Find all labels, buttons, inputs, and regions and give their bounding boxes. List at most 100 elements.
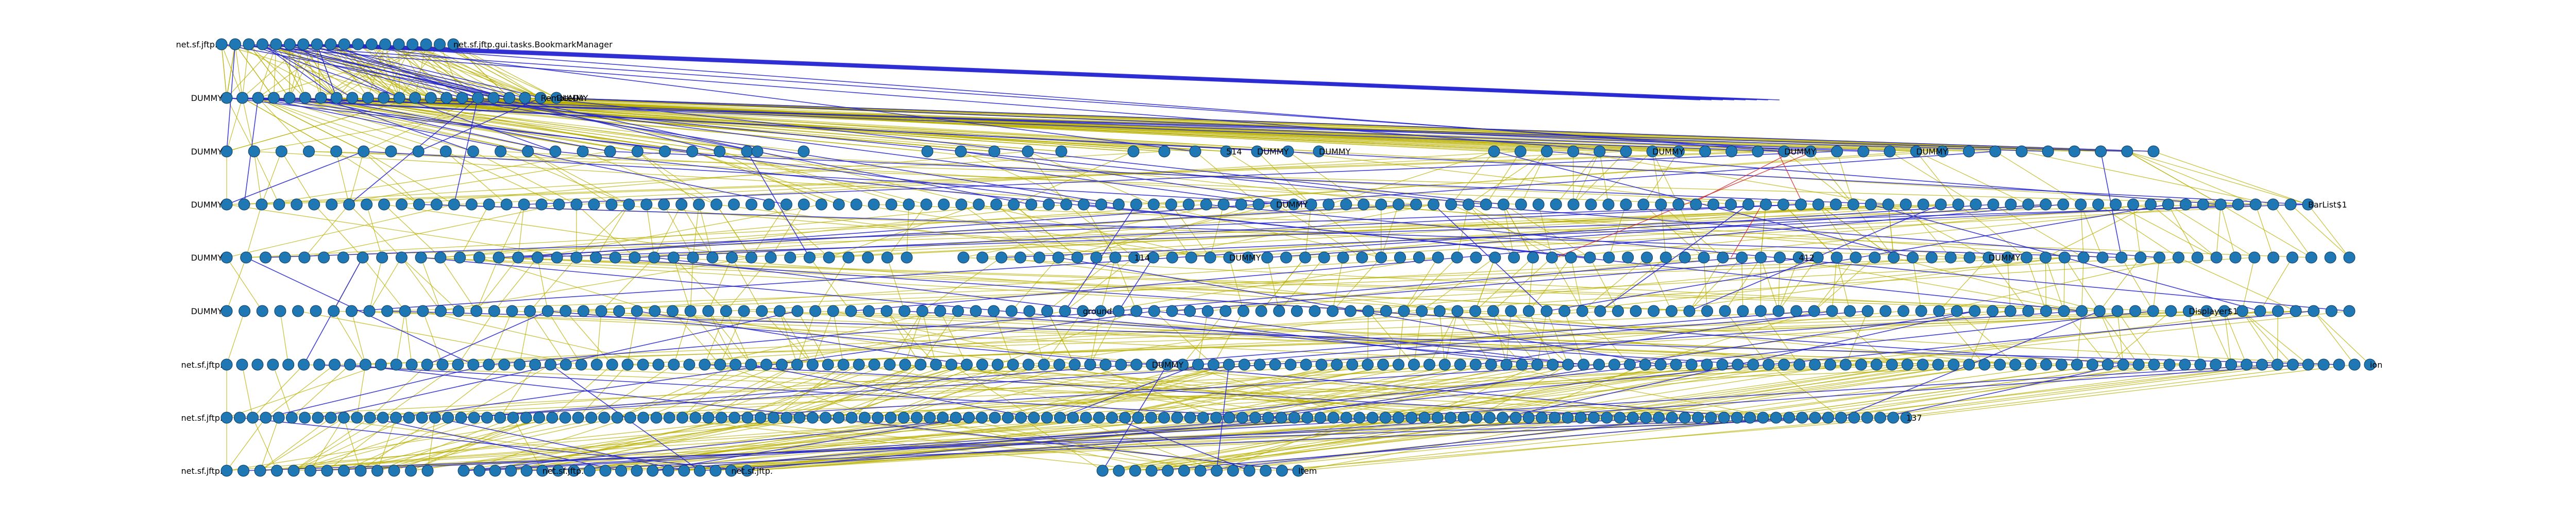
graph-node[interactable] bbox=[590, 251, 602, 264]
graph-node[interactable] bbox=[728, 411, 741, 424]
graph-node[interactable] bbox=[1432, 251, 1444, 264]
graph-node[interactable] bbox=[652, 358, 665, 371]
graph-node[interactable] bbox=[447, 38, 460, 50]
graph-node[interactable] bbox=[1184, 305, 1196, 317]
graph-node[interactable] bbox=[1291, 305, 1303, 317]
graph-node[interactable] bbox=[2102, 358, 2114, 371]
graph-node[interactable] bbox=[285, 411, 298, 424]
graph-node[interactable] bbox=[267, 92, 280, 104]
graph-node[interactable] bbox=[1514, 145, 1527, 158]
graph-node[interactable] bbox=[1033, 251, 1045, 264]
graph-node[interactable] bbox=[1358, 198, 1370, 211]
graph-node[interactable] bbox=[1725, 198, 1737, 211]
graph-node[interactable] bbox=[1069, 358, 1081, 371]
graph-node[interactable] bbox=[2210, 251, 2223, 264]
graph-node[interactable] bbox=[1847, 198, 1859, 211]
graph-node[interactable] bbox=[970, 305, 982, 317]
graph-node[interactable] bbox=[2232, 198, 2244, 211]
graph-node[interactable] bbox=[921, 145, 934, 158]
graph-node[interactable] bbox=[1698, 251, 1710, 264]
graph-node[interactable] bbox=[2325, 305, 2337, 317]
graph-node[interactable] bbox=[1145, 411, 1157, 424]
graph-node[interactable] bbox=[1093, 411, 1105, 424]
graph-node[interactable] bbox=[271, 465, 283, 477]
graph-node[interactable] bbox=[1408, 358, 1420, 371]
graph-node[interactable] bbox=[472, 92, 484, 104]
graph-node[interactable] bbox=[624, 411, 636, 424]
graph-node[interactable] bbox=[1812, 198, 1824, 211]
graph-node[interactable] bbox=[833, 198, 845, 211]
graph-node[interactable] bbox=[1099, 358, 1112, 371]
graph-node[interactable] bbox=[2191, 251, 2204, 264]
graph-node[interactable] bbox=[2058, 305, 2070, 317]
graph-node[interactable] bbox=[2040, 358, 2052, 371]
graph-node[interactable] bbox=[1184, 411, 1196, 424]
graph-node[interactable] bbox=[806, 411, 819, 424]
graph-node[interactable] bbox=[2324, 251, 2336, 264]
graph-node[interactable] bbox=[519, 92, 531, 104]
graph-node[interactable] bbox=[1194, 465, 1207, 477]
graph-node[interactable] bbox=[1685, 358, 1698, 371]
graph-node[interactable] bbox=[675, 198, 688, 211]
graph-node[interactable] bbox=[259, 251, 272, 264]
graph-node[interactable] bbox=[1612, 305, 1624, 317]
graph-node[interactable] bbox=[2115, 251, 2128, 264]
graph-node[interactable] bbox=[240, 251, 252, 264]
graph-node[interactable] bbox=[1527, 251, 1539, 264]
graph-node[interactable] bbox=[1790, 305, 1803, 317]
graph-node[interactable] bbox=[1185, 251, 1197, 264]
graph-node[interactable] bbox=[550, 92, 563, 104]
graph-node[interactable] bbox=[279, 251, 291, 264]
graph-node[interactable] bbox=[1540, 305, 1553, 317]
graph-node[interactable] bbox=[1128, 251, 1141, 264]
graph-node[interactable] bbox=[518, 198, 530, 211]
graph-node[interactable] bbox=[1717, 251, 1729, 264]
graph-node[interactable] bbox=[570, 198, 583, 211]
graph-node[interactable] bbox=[436, 358, 449, 371]
graph-node[interactable] bbox=[1547, 358, 1559, 371]
graph-node[interactable] bbox=[1531, 358, 1544, 371]
graph-node[interactable] bbox=[1562, 358, 1574, 371]
graph-node[interactable] bbox=[1887, 411, 1900, 424]
graph-node[interactable] bbox=[388, 465, 400, 477]
graph-node[interactable] bbox=[524, 305, 536, 317]
graph-node[interactable] bbox=[1220, 145, 1232, 158]
graph-node[interactable] bbox=[1237, 305, 1249, 317]
graph-node[interactable] bbox=[2148, 358, 2160, 371]
graph-node[interactable] bbox=[1933, 305, 1945, 317]
graph-node[interactable] bbox=[1242, 251, 1255, 264]
graph-node[interactable] bbox=[357, 251, 369, 264]
graph-node[interactable] bbox=[1055, 145, 1067, 158]
graph-node[interactable] bbox=[1249, 411, 1261, 424]
graph-node[interactable] bbox=[1982, 251, 1995, 264]
graph-node[interactable] bbox=[2093, 305, 2106, 317]
graph-node[interactable] bbox=[1718, 411, 1730, 424]
graph-node[interactable] bbox=[321, 465, 333, 477]
graph-node[interactable] bbox=[1508, 251, 1520, 264]
graph-node[interactable] bbox=[2110, 198, 2122, 211]
graph-node[interactable] bbox=[1428, 198, 1439, 211]
graph-node[interactable] bbox=[1672, 145, 1685, 158]
graph-node[interactable] bbox=[1558, 305, 1571, 317]
graph-node[interactable] bbox=[1469, 305, 1481, 317]
graph-node[interactable] bbox=[406, 38, 419, 50]
graph-node[interactable] bbox=[1861, 411, 1873, 424]
graph-node[interactable] bbox=[434, 38, 446, 50]
graph-node[interactable] bbox=[1762, 358, 1775, 371]
graph-node[interactable] bbox=[1489, 251, 1501, 264]
graph-node[interactable] bbox=[1178, 465, 1190, 477]
graph-node[interactable] bbox=[215, 38, 228, 50]
graph-node[interactable] bbox=[1158, 145, 1171, 158]
graph-node[interactable] bbox=[1130, 198, 1142, 211]
graph-node[interactable] bbox=[326, 198, 338, 211]
graph-node[interactable] bbox=[862, 251, 874, 264]
graph-node[interactable] bbox=[938, 198, 950, 211]
graph-node[interactable] bbox=[338, 465, 350, 477]
graph-node[interactable] bbox=[1811, 251, 1824, 264]
graph-node[interactable] bbox=[541, 305, 554, 317]
graph-node[interactable] bbox=[1379, 411, 1392, 424]
graph-node[interactable] bbox=[702, 305, 715, 317]
graph-node[interactable] bbox=[377, 411, 389, 424]
graph-node[interactable] bbox=[362, 92, 374, 104]
graph-node[interactable] bbox=[1576, 305, 1588, 317]
